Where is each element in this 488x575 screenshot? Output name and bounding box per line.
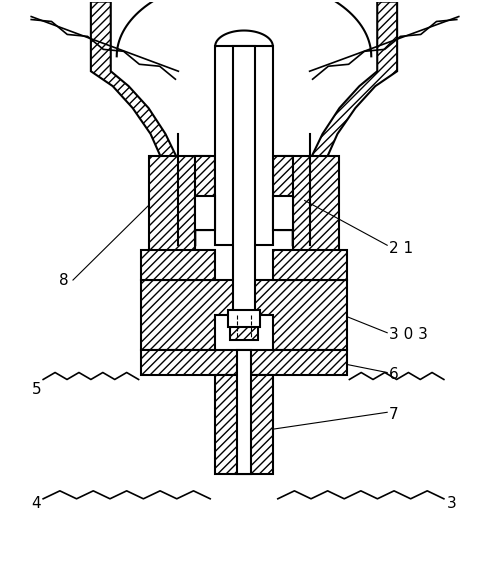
Text: 3 0 3: 3 0 3 <box>389 327 428 342</box>
Text: 4: 4 <box>32 496 41 511</box>
Bar <box>141 250 215 280</box>
Text: 7: 7 <box>389 407 399 422</box>
Bar <box>237 350 251 474</box>
Polygon shape <box>148 156 210 280</box>
Bar <box>215 374 273 474</box>
Polygon shape <box>91 2 195 246</box>
Bar <box>273 156 293 231</box>
Bar <box>215 47 273 246</box>
Text: 8: 8 <box>60 273 69 288</box>
Bar <box>273 250 347 280</box>
Polygon shape <box>278 156 340 280</box>
Bar <box>273 196 293 231</box>
Bar <box>233 47 255 315</box>
Text: 6: 6 <box>389 367 399 382</box>
Bar <box>228 310 260 327</box>
Bar <box>141 350 347 374</box>
Bar <box>195 196 215 231</box>
Polygon shape <box>141 280 347 350</box>
Bar <box>195 156 215 231</box>
Text: 5: 5 <box>32 382 41 397</box>
Text: 2 1: 2 1 <box>389 241 413 256</box>
Text: 3: 3 <box>447 496 457 511</box>
Polygon shape <box>293 2 397 246</box>
